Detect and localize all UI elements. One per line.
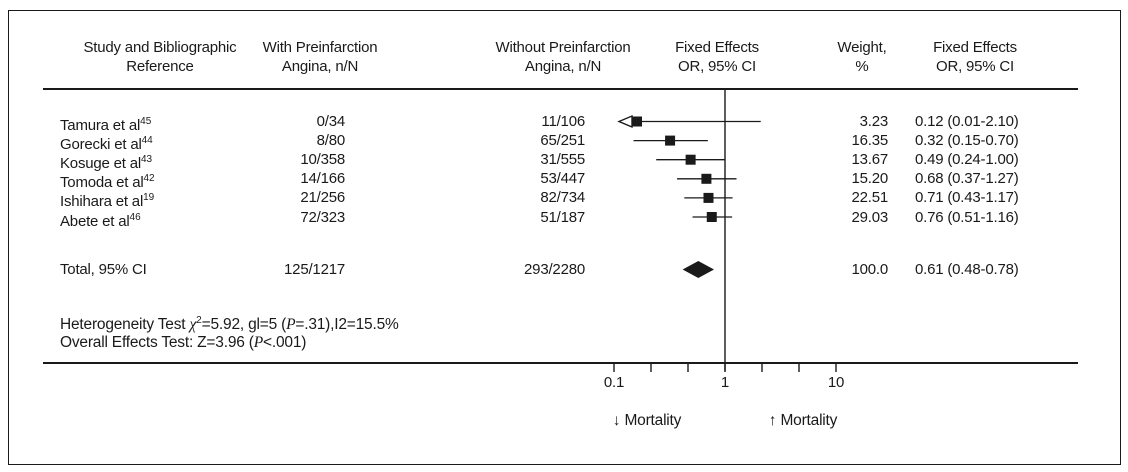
or-ci-value: 0.76 (0.51-1.16) (915, 208, 1019, 226)
chi-exponent: 2 (196, 315, 202, 326)
column-header-line: Weight, (837, 39, 887, 56)
total-weight-value: 100.0 (851, 261, 888, 278)
weight-value: 16.35 (851, 132, 888, 150)
column-header-line: Without Preinfarction (495, 39, 631, 56)
study-name: Kosuge et al43 (60, 154, 153, 173)
study-row: Kosuge et al43 10/358 31/555 13.67 0.49 (0.2… (0, 150, 1128, 172)
without-angina-value: 82/734 (540, 189, 585, 207)
column-header-line: Angina, n/N (281, 57, 359, 75)
total-or-ci-value: 0.61 (0.48-0.78) (915, 261, 1019, 278)
or-ci-value: 0.49 (0.24-1.00) (915, 151, 1019, 169)
column-header-with-angina: With Preinfarction Angina, n/N (230, 39, 410, 76)
total-row: Total, 95% CI 125/1217 293/2280 100.0 0.… (0, 260, 1128, 279)
bottom-rule (43, 362, 1078, 364)
mortality-decrease-label: ↓ Mortality (612, 412, 682, 429)
column-header-line: With Preinfarction (262, 39, 378, 56)
or-ci-value: 0.71 (0.43-1.17) (915, 189, 1019, 207)
axis-tick-label: 0.1 (603, 374, 625, 391)
header-rule (43, 88, 1078, 90)
p-symbol: P (286, 316, 296, 334)
column-header-line: OR, 95% CI (677, 57, 757, 75)
weight-value: 15.20 (851, 170, 888, 188)
study-ref-superscript: 46 (129, 211, 141, 223)
p-symbol: P (253, 333, 264, 351)
column-header-line: Fixed Effects (933, 39, 1017, 56)
column-header-study: Study and Bibliographic Reference (50, 39, 270, 76)
study-ref-superscript: 45 (140, 116, 152, 127)
without-angina-value: 31/555 (540, 151, 585, 169)
or-ci-value: 0.68 (0.37-1.27) (915, 170, 1019, 188)
figure-border (8, 10, 1121, 465)
column-header-or: Fixed Effects OR, 95% CI (905, 39, 1045, 76)
column-header-plot: Fixed Effects OR, 95% CI (640, 39, 794, 76)
study-name: Tomoda et al42 (60, 173, 155, 192)
chi-symbol: χ (189, 316, 197, 334)
study-row: Ishihara et al19 21/256 82/734 22.51 0.71 (0… (0, 188, 1128, 210)
weight-value: 29.03 (851, 208, 888, 226)
without-angina-value: 53/447 (540, 170, 585, 188)
heterogeneity-test-line: Heterogeneity Test χ2=5.92, gl=5 (P=.31)… (60, 315, 399, 334)
statistics-block: Heterogeneity Test χ2=5.92, gl=5 (P=.31)… (60, 312, 399, 351)
study-name: Gorecki et al44 (60, 135, 153, 154)
without-angina-value: 51/187 (540, 208, 585, 226)
column-header-line: Reference (126, 57, 194, 75)
study-row: Tamura et al45 0/34 11/106 3.23 0.12 (0.01-2… (0, 112, 1128, 134)
column-header-line: OR, 95% CI (935, 57, 1015, 75)
column-header-line: Fixed Effects (675, 39, 759, 56)
study-row: Tomoda et al42 14/166 53/447 15.20 0.68 (0.3… (0, 169, 1128, 191)
total-with-angina-value: 125/1217 (284, 261, 345, 278)
or-ci-value: 0.12 (0.01-2.10) (915, 113, 1019, 130)
column-header-line: Angina, n/N (524, 57, 602, 75)
without-angina-value: 11/106 (541, 113, 585, 130)
with-angina-value: 21/256 (300, 189, 345, 207)
weight-value: 22.51 (851, 189, 888, 207)
column-header-line: % (855, 57, 869, 75)
total-label: Total, 95% CI (60, 261, 147, 278)
study-ref-superscript: 42 (143, 173, 155, 185)
weight-value: 13.67 (851, 151, 888, 169)
study-row: Abete et al46 72/323 51/187 29.03 0.76 (0.51… (0, 208, 1128, 230)
study-ref-superscript: 19 (143, 192, 155, 204)
with-angina-value: 10/358 (300, 151, 345, 169)
with-angina-value: 72/323 (300, 208, 345, 226)
study-name: Abete et al46 (60, 211, 141, 230)
column-header-weight: Weight, % (802, 39, 922, 76)
without-angina-value: 65/251 (540, 132, 585, 150)
study-row: Gorecki et al44 8/80 65/251 16.35 0.32 (0.15… (0, 131, 1128, 153)
study-name: Tamura et al45 (60, 116, 152, 134)
study-ref-superscript: 43 (141, 154, 153, 166)
or-ci-value: 0.32 (0.15-0.70) (915, 132, 1019, 150)
overall-effects-test-line: Overall Effects Test: Z=3.96 (P<.001) (60, 333, 307, 351)
with-angina-value: 8/80 (316, 132, 346, 150)
with-angina-value: 0/34 (316, 113, 346, 130)
total-without-angina-value: 293/2280 (524, 261, 585, 278)
with-angina-value: 14/166 (300, 170, 345, 188)
axis-tick-label: 10 (827, 374, 845, 391)
weight-value: 3.23 (859, 113, 889, 130)
axis-tick-label: 1 (720, 374, 730, 391)
column-header-without-angina: Without Preinfarction Angina, n/N (470, 39, 656, 76)
column-header-line: Study and Bibliographic (83, 39, 237, 56)
study-ref-superscript: 44 (141, 135, 153, 147)
mortality-increase-label: ↑ Mortality (768, 412, 838, 429)
study-name: Ishihara et al19 (60, 192, 155, 211)
